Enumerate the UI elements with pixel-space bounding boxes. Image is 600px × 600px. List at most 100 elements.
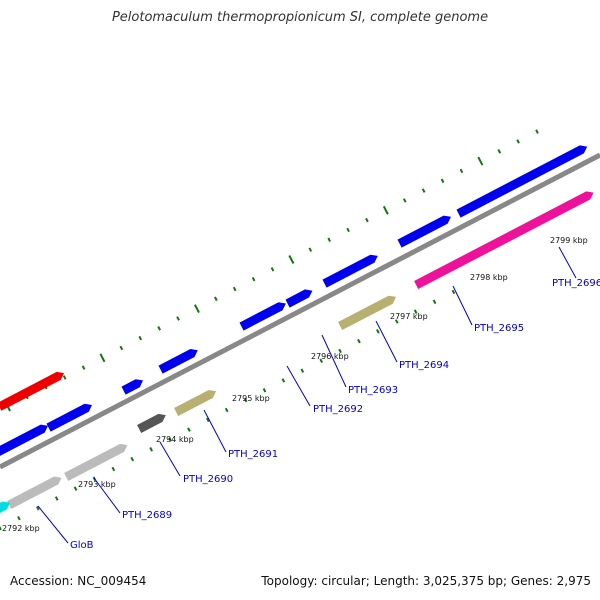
tick-marks [0, 129, 539, 531]
gene-arrow [322, 254, 378, 288]
tick-mark [382, 205, 389, 215]
genome-backbone [0, 152, 600, 470]
tick-mark [365, 217, 369, 223]
tick-mark [270, 267, 275, 272]
kbp-label: 2797 kbp [390, 312, 428, 321]
gene-arrow [64, 443, 128, 481]
kbp-label: 2795 kbp [232, 394, 270, 403]
tick-mark [308, 247, 313, 252]
tick-mark [281, 378, 286, 383]
tick-mark [0, 525, 2, 531]
tick-mark [459, 168, 464, 174]
tick-mark [357, 338, 361, 344]
gene-label: PTH_2692 [313, 404, 363, 415]
tick-mark [327, 237, 331, 243]
tick-mark [54, 496, 59, 501]
kbp-label: 2799 kbp [550, 236, 588, 245]
tick-mark [451, 289, 456, 295]
tick-mark [421, 188, 426, 193]
gene-label: PTH_2695 [474, 323, 524, 334]
gene-arrow [285, 289, 313, 308]
tick-mark [176, 316, 180, 321]
gene-arrow [397, 215, 451, 248]
tick-mark [187, 427, 191, 432]
kbp-label: 2793 kbp [78, 480, 116, 489]
kbp-label: 2798 kbp [470, 273, 508, 282]
tick-mark [394, 319, 399, 324]
leader-line [203, 409, 227, 453]
tick-mark [62, 375, 67, 380]
leader-line [93, 477, 121, 514]
kbp-labels: 2792 kbp 2793 kbp 2794 kbp 2795 kbp 2796 kbp… [2, 236, 588, 533]
tick-mark [251, 276, 256, 282]
tick-mark [402, 198, 407, 203]
gene-arrow [121, 379, 143, 395]
tick-mark [346, 227, 350, 233]
gene-label: GloB [70, 540, 94, 551]
tick-mark [130, 456, 135, 462]
gene-label: PTH_2689 [122, 510, 172, 521]
tick-mark [157, 326, 161, 331]
leader-line [321, 334, 347, 388]
rrna-arrow [0, 371, 65, 411]
tick-mark [413, 309, 418, 314]
gene-label-leaders [37, 246, 577, 544]
tick-mark [36, 506, 40, 511]
genome-summary-text: Topology: circular; Length: 3,025,375 bp… [261, 574, 591, 588]
tick-mark [138, 335, 143, 341]
gene-arrow [414, 191, 594, 289]
gene-arrow [46, 403, 92, 432]
tick-mark [119, 345, 124, 351]
tick-mark [319, 358, 323, 364]
tick-mark [497, 149, 502, 154]
gene-label: PTH_2696 [552, 278, 600, 289]
tick-mark [206, 417, 210, 423]
accession-text: Accession: NC_009454 [10, 574, 147, 588]
tick-mark [288, 255, 295, 264]
gene-label: PTH_2694 [399, 360, 449, 371]
tick-mark [168, 437, 172, 442]
tick-mark [111, 466, 116, 472]
leader-line [159, 441, 181, 477]
tick-mark [477, 156, 484, 166]
kbp-label: 2792 kbp [2, 524, 40, 533]
gene-arrow [137, 413, 166, 433]
leader-line [558, 246, 577, 279]
tick-mark [262, 388, 267, 393]
gene-arrow [7, 476, 62, 509]
tick-mark [73, 486, 78, 491]
leader-line [37, 505, 69, 544]
tick-mark [338, 348, 342, 354]
kbp-label: 2794 kbp [156, 435, 194, 444]
gene-label: PTH_2691 [228, 449, 278, 460]
gene-arrow [239, 302, 286, 331]
tick-mark [440, 178, 445, 184]
leader-line [286, 365, 311, 407]
map-title: Pelotomaculum thermopropionicum SI, comp… [111, 10, 489, 25]
leader-line [452, 285, 473, 326]
tick-mark [149, 447, 153, 452]
tick-mark [194, 304, 200, 314]
gene-features [0, 145, 594, 514]
tick-mark [432, 299, 437, 305]
tick-mark [224, 407, 229, 413]
gene-label: PTH_2693 [348, 385, 398, 396]
gene-arrow [0, 501, 11, 514]
gene-arrow [158, 349, 198, 374]
gene-label: PTH_2690 [183, 474, 233, 485]
tick-mark [300, 368, 305, 373]
tick-mark [232, 286, 237, 292]
tick-mark [99, 353, 106, 363]
tick-mark [17, 515, 21, 521]
gene-arrow [0, 424, 48, 456]
tick-mark [243, 397, 248, 403]
tick-mark [376, 329, 380, 334]
tick-mark [81, 365, 86, 370]
kbp-label: 2796 kbp [311, 352, 349, 361]
tick-mark [516, 139, 520, 144]
leader-line [375, 320, 398, 363]
gene-arrow [456, 145, 588, 218]
tick-mark [535, 129, 539, 134]
